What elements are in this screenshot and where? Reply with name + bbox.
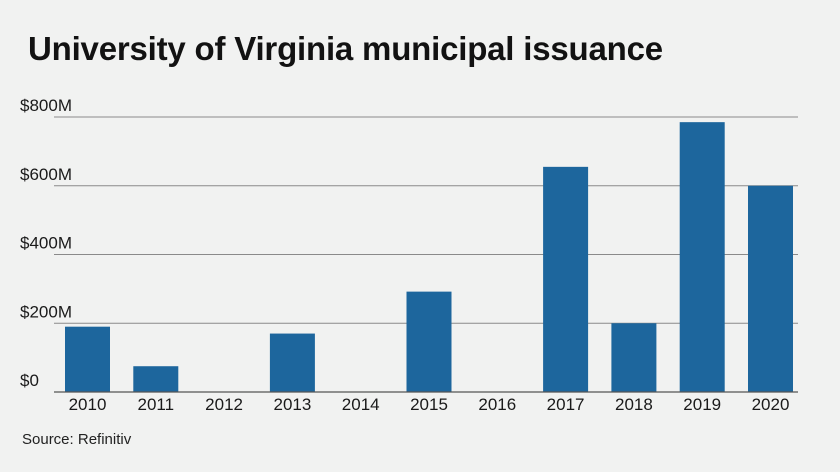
chart-title: University of Virginia municipal issuanc… xyxy=(28,30,663,67)
x-tick-label: 2014 xyxy=(342,395,380,414)
bar-2017 xyxy=(543,166,589,392)
x-tick-label: 2012 xyxy=(205,395,243,414)
bar-2020 xyxy=(748,185,793,392)
y-tick-label: $200M xyxy=(20,302,72,321)
x-tick-label: 2020 xyxy=(752,395,790,414)
bar-2011 xyxy=(133,366,179,392)
bar-2013 xyxy=(269,333,315,392)
bar-2019 xyxy=(679,122,725,392)
source-note: Source: Refinitiv xyxy=(22,431,132,448)
x-tick-label: 2018 xyxy=(615,395,653,414)
y-tick-label: $0 xyxy=(20,371,39,390)
x-tick-label: 2015 xyxy=(410,395,448,414)
bar-2010 xyxy=(65,326,110,392)
y-tick-label: $400M xyxy=(20,234,72,253)
y-tick-label: $600M xyxy=(20,165,72,184)
x-tick-label: 2013 xyxy=(273,395,311,414)
x-tick-label: 2016 xyxy=(478,395,516,414)
x-tick-label: 2011 xyxy=(138,395,175,414)
y-tick-label: $800M xyxy=(20,96,72,115)
bar-2018 xyxy=(611,323,657,392)
x-tick-label: 2017 xyxy=(547,395,585,414)
x-tick-label: 2010 xyxy=(69,395,107,414)
x-tick-label: 2019 xyxy=(683,395,721,414)
bar-2015 xyxy=(406,291,452,392)
